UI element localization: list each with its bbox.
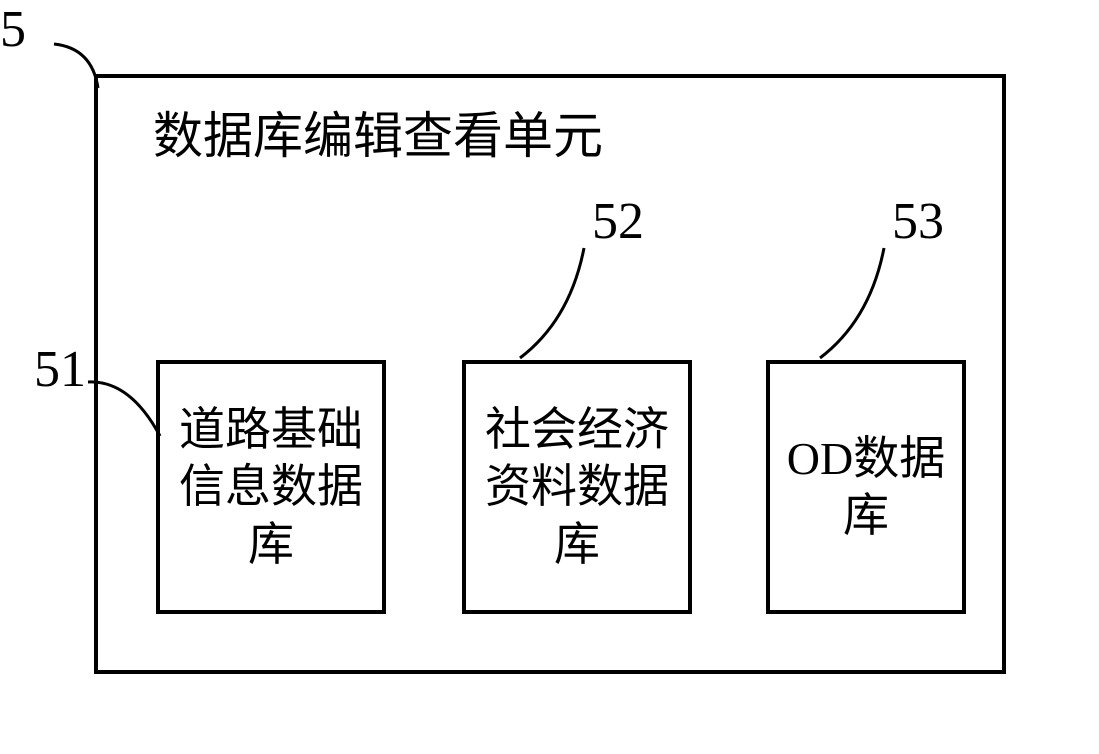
inner-box-db3: OD数据库 [766, 360, 966, 614]
box1-pointer-path [88, 382, 160, 436]
box2-pointer-path [520, 248, 584, 358]
outer-pointer-path [54, 44, 98, 88]
inner-box-db2-label: 社会经济资料数据库 [474, 401, 680, 574]
inner-box-db3-label: OD数据库 [778, 430, 954, 545]
inner-box-db1-label: 道路基础信息数据库 [168, 401, 374, 574]
inner-box-db1: 道路基础信息数据库 [156, 360, 386, 614]
inner-box-db3-ref: 53 [892, 192, 944, 251]
box3-pointer-path [820, 248, 884, 358]
inner-box-db2-ref: 52 [592, 192, 644, 251]
inner-box-db1-ref: 51 [34, 340, 86, 399]
inner-box-db2: 社会经济资料数据库 [462, 360, 692, 614]
